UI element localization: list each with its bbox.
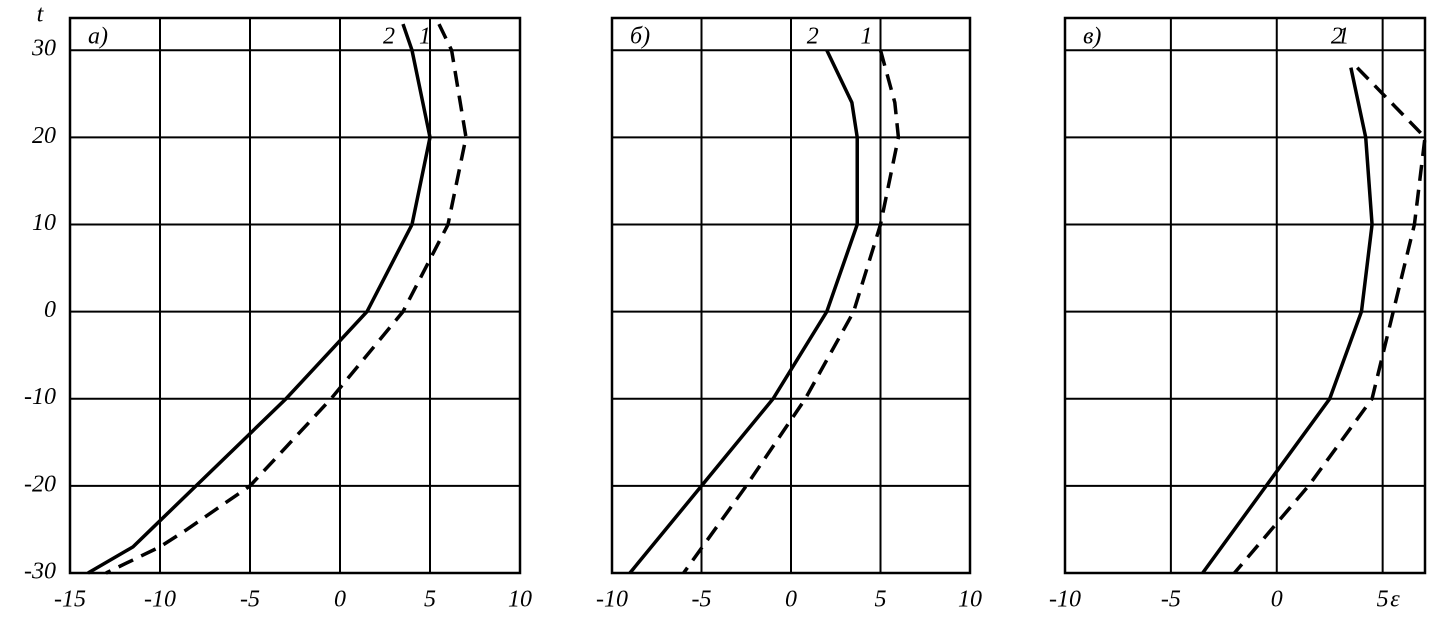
y-tick-label: -10 bbox=[24, 384, 56, 410]
curve-label: 1 bbox=[1337, 24, 1349, 50]
curve bbox=[1201, 67, 1374, 575]
x-tick-label: -15 bbox=[54, 587, 86, 613]
x-tick-label: -10 bbox=[596, 587, 628, 613]
curve-label: 1 bbox=[419, 24, 431, 50]
y-tick-label: -30 bbox=[24, 559, 56, 585]
panel-label: б) bbox=[630, 24, 650, 50]
y-tick-label: 30 bbox=[31, 36, 56, 62]
x-tick-label: 5 bbox=[875, 587, 887, 613]
curve-label: 2 bbox=[1331, 24, 1343, 50]
x-tick-label: 0 bbox=[1271, 587, 1283, 613]
x-tick-label: -5 bbox=[692, 587, 712, 613]
y-tick-label: 10 bbox=[32, 210, 56, 236]
plot-frame bbox=[1063, 16, 1427, 575]
x-tick-label: -10 bbox=[144, 587, 176, 613]
x-tick-label: -10 bbox=[1049, 587, 1081, 613]
x-tick-label: -5 bbox=[240, 587, 260, 613]
x-tick-label: 10 bbox=[508, 587, 532, 613]
x-tick-label: 5 bbox=[1377, 587, 1389, 613]
curve bbox=[682, 49, 901, 575]
plot-frame bbox=[610, 16, 972, 575]
curve bbox=[1233, 66, 1427, 575]
curve bbox=[628, 49, 859, 575]
curve bbox=[87, 23, 432, 575]
x-tick-label: 0 bbox=[334, 587, 346, 613]
x-tick-label: 10 bbox=[958, 587, 982, 613]
plot-frame bbox=[68, 16, 522, 575]
x-tick-label: -5 bbox=[1161, 587, 1181, 613]
x-tick-label: 0 bbox=[785, 587, 797, 613]
curve-label: 2 bbox=[807, 24, 819, 50]
y-tick-label: 0 bbox=[44, 297, 56, 323]
x-axis-label: ε bbox=[1390, 587, 1400, 613]
curve bbox=[105, 23, 468, 575]
curve-label: 1 bbox=[861, 24, 873, 50]
y-axis-label: t bbox=[37, 2, 45, 28]
panel-label: a) bbox=[88, 24, 108, 50]
x-tick-label: 5 bbox=[424, 587, 436, 613]
y-tick-label: 20 bbox=[32, 123, 56, 149]
panel-label: в) bbox=[1083, 24, 1101, 50]
y-tick-label: -20 bbox=[24, 471, 56, 497]
curve-label: 2 bbox=[383, 24, 395, 50]
